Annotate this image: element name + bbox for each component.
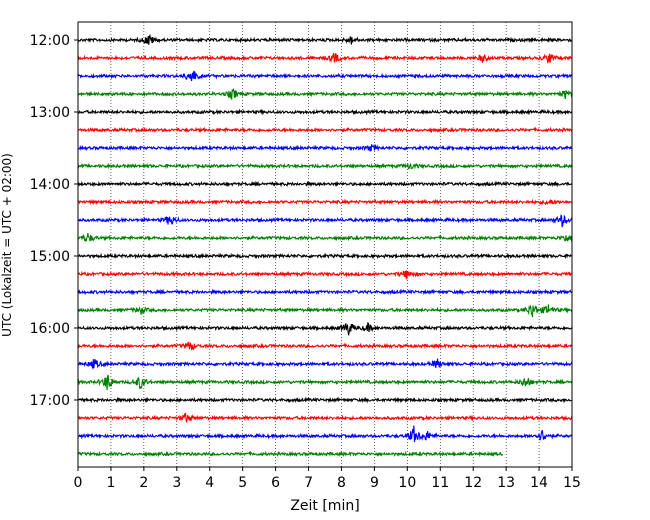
x-tick-label-6: 6 [271, 475, 280, 491]
y-axis-label: UTC (Lokalzeit = UTC + 02:00) [0, 153, 14, 337]
x-axis: 0 1 2 3 4 5 6 7 8 9 10 11 12 13 14 15 [74, 467, 581, 491]
trace-1715 [77, 412, 573, 424]
trace-1345 [77, 162, 573, 170]
x-tick-label-5: 5 [238, 475, 247, 491]
x-tick-label-7: 7 [304, 475, 313, 491]
trace-1630 [77, 358, 573, 370]
y-tick-label-1200: 12:00 [30, 33, 70, 49]
trace-1330 [77, 143, 573, 152]
trace-1745 [77, 450, 504, 458]
x-tick-label-1: 1 [106, 475, 115, 491]
x-tick-label-12: 12 [464, 475, 482, 491]
trace-1245 [77, 87, 573, 101]
trace-1415 [77, 198, 573, 206]
plot-frame [77, 21, 573, 468]
trace-1230 [77, 70, 573, 82]
y-axis: 12:00 13:00 14:00 15:00 16:00 17:00 [30, 33, 78, 409]
grid-lines [110, 22, 540, 467]
x-tick-label-2: 2 [139, 475, 148, 491]
x-tick-label-13: 13 [497, 475, 515, 491]
trace-1200 [77, 33, 573, 45]
y-tick-label-1600: 16:00 [30, 321, 70, 337]
x-tick-label-3: 3 [172, 475, 181, 491]
x-tick-label-11: 11 [431, 475, 449, 491]
trace-1545 [77, 304, 573, 318]
trace-1400 [77, 180, 573, 188]
trace-1300 [77, 108, 573, 116]
x-tick-label-9: 9 [370, 475, 379, 491]
trace-1730 [77, 425, 573, 443]
x-tick-label-4: 4 [205, 475, 214, 491]
x-tick-label-10: 10 [398, 475, 416, 491]
x-tick-label-0: 0 [74, 475, 83, 491]
x-tick-label-8: 8 [337, 475, 346, 491]
trace-1515 [77, 270, 573, 280]
trace-1700 [77, 396, 573, 404]
x-tick-label-14: 14 [530, 475, 548, 491]
trace-1445 [77, 232, 573, 243]
x-axis-label: Zeit [min] [290, 498, 359, 514]
trace-1615 [77, 341, 573, 351]
trace-1430 [77, 214, 573, 228]
trace-1500 [77, 252, 573, 260]
trace-1315 [77, 126, 573, 134]
y-tick-label-1700: 17:00 [30, 393, 70, 409]
x-tick-label-15: 15 [563, 475, 581, 491]
trace-1645 [77, 374, 573, 391]
y-tick-label-1300: 13:00 [30, 105, 70, 121]
trace-1215 [77, 52, 573, 64]
trace-1600 [77, 322, 573, 336]
trace-1530 [77, 288, 573, 296]
y-tick-label-1400: 14:00 [30, 177, 70, 193]
trace-lines [77, 33, 573, 458]
y-tick-label-1500: 15:00 [30, 249, 70, 265]
